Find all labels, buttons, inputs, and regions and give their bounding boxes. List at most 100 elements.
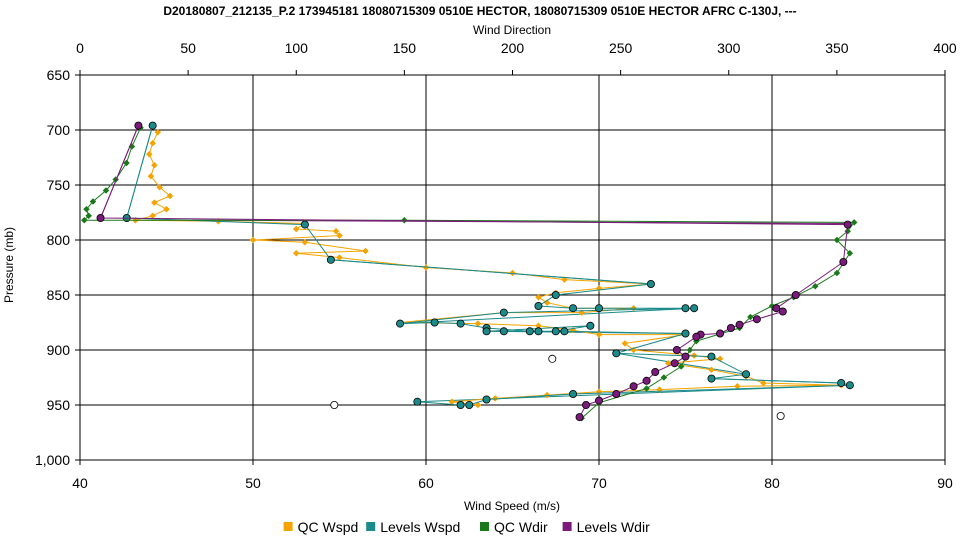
data-point	[843, 220, 852, 229]
data-point	[707, 352, 716, 361]
data-point	[326, 255, 335, 264]
data-point	[811, 282, 819, 290]
data-point	[850, 219, 858, 226]
data-point	[837, 378, 846, 387]
tick-label-top: 250	[609, 40, 633, 56]
tick-label-top: 150	[393, 40, 417, 56]
data-point	[708, 366, 715, 374]
legend-label: QC Wspd	[298, 519, 359, 535]
y-axis-title: Pressure (mb)	[2, 227, 16, 303]
data-point	[292, 249, 300, 257]
data-point	[569, 304, 578, 313]
plot-frame	[79, 74, 946, 461]
data-point	[148, 121, 157, 130]
legend-swatch	[562, 522, 572, 531]
data-point	[102, 187, 110, 194]
data-point	[660, 374, 668, 381]
data-point	[300, 220, 309, 229]
data-point	[330, 400, 339, 409]
data-point	[151, 199, 158, 206]
tick-label-bottom: 60	[418, 475, 434, 491]
data-point	[629, 382, 638, 391]
chart-title: D20180807_212135_P.2 173945181 180807153…	[163, 4, 796, 18]
data-point	[707, 374, 716, 383]
data-point	[336, 232, 343, 239]
tick-label-top: 50	[180, 40, 196, 56]
tick-label-y: 1,000	[35, 452, 70, 468]
series-unnamed-4	[330, 354, 785, 420]
data-point	[154, 128, 162, 136]
data-point	[752, 315, 761, 324]
data-point	[535, 293, 542, 301]
data-point	[560, 327, 569, 336]
data-point	[595, 396, 604, 405]
data-point	[735, 320, 744, 329]
tick-label-y: 950	[47, 397, 71, 413]
tick-label-bottom: 70	[591, 475, 607, 491]
data-point	[249, 236, 257, 244]
tick-label-bottom: 90	[937, 475, 953, 491]
tick-label-y: 700	[47, 122, 71, 138]
tick-label-top: 0	[76, 40, 84, 56]
data-point	[672, 345, 681, 354]
data-point	[839, 257, 848, 266]
data-point	[677, 363, 685, 370]
tick-label-bottom: 40	[72, 475, 88, 491]
data-point	[586, 321, 595, 330]
data-point	[543, 391, 551, 399]
data-point	[96, 213, 105, 222]
data-point	[123, 159, 130, 167]
axes: 40 50 60 70 80 900 50 100 150 200 250 300 350 4006507…	[35, 40, 957, 491]
data-point	[791, 290, 800, 299]
data-point	[534, 301, 543, 310]
data-point	[80, 216, 88, 224]
bottom-axis-title: Wind Speed (m/s)	[464, 499, 560, 513]
data-point	[621, 340, 629, 347]
data-point	[742, 370, 751, 379]
data-point	[89, 198, 97, 205]
legend-swatch	[366, 522, 376, 531]
data-point	[362, 247, 369, 255]
data-point	[778, 307, 787, 316]
data-point	[747, 313, 754, 321]
data-point	[85, 212, 93, 220]
data-point	[595, 304, 604, 313]
data-point	[595, 331, 603, 338]
data-point	[759, 379, 767, 387]
data-point	[833, 269, 841, 277]
data-point	[456, 319, 465, 328]
data-point	[292, 225, 300, 233]
data-point	[686, 346, 694, 354]
data-point	[149, 139, 157, 147]
data-point	[301, 238, 309, 246]
data-point	[844, 227, 852, 235]
data-point	[474, 401, 482, 409]
top-axis-title: Wind Direction	[473, 23, 551, 37]
data-point	[551, 290, 560, 299]
data-point	[413, 397, 422, 406]
data-point	[692, 332, 701, 341]
data-point	[646, 279, 655, 288]
legend: QC Wspd Levels Wspd QC Wdir Levels Wdir	[283, 519, 650, 535]
tick-label-top: 100	[285, 40, 309, 56]
data-point	[548, 354, 557, 363]
data-point	[833, 236, 841, 244]
data-point	[690, 304, 699, 313]
tick-label-y: 800	[47, 232, 71, 248]
data-point	[396, 319, 405, 328]
data-point	[651, 367, 660, 376]
data-point	[499, 308, 508, 317]
data-point	[716, 329, 725, 338]
data-point	[145, 150, 153, 158]
data-point	[430, 318, 439, 327]
tick-label-y: 900	[47, 342, 71, 358]
data-point	[534, 327, 543, 336]
data-point	[499, 327, 508, 336]
tick-label-top: 400	[933, 40, 957, 56]
data-point	[166, 192, 174, 200]
tick-label-top: 200	[501, 40, 525, 56]
data-point	[561, 276, 568, 283]
tick-label-y: 750	[47, 177, 71, 193]
data-point	[681, 352, 690, 361]
